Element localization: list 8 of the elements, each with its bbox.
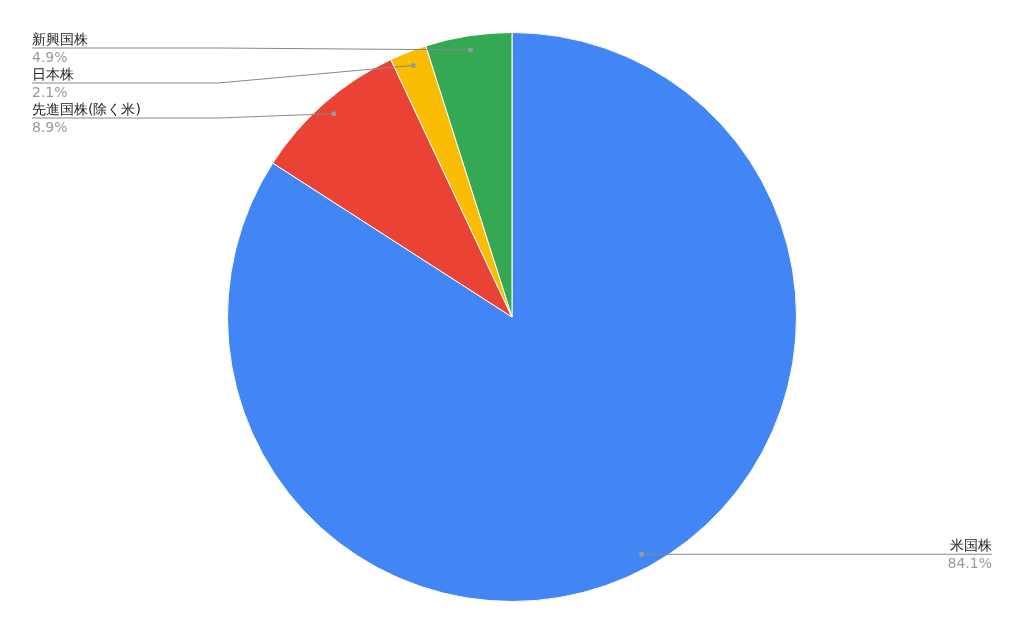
slice-label: 米国株 (950, 537, 992, 554)
data-label: 8.9% (32, 119, 68, 135)
slice-label: 日本株 (32, 66, 74, 82)
data-label: 84.1% (947, 555, 992, 572)
data-label: 4.9% (32, 49, 68, 65)
data-label: 2.1% (32, 84, 68, 100)
slice-label: 先進国株(除く米) (32, 101, 141, 117)
slice-label: 新興国株 (32, 31, 88, 47)
